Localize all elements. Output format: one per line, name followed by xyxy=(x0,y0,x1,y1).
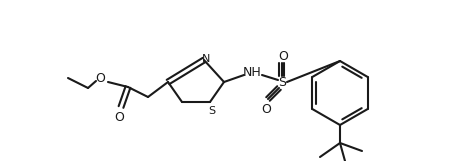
Text: O: O xyxy=(278,49,288,62)
Text: S: S xyxy=(208,106,215,116)
Text: NH: NH xyxy=(242,66,261,79)
Text: N: N xyxy=(201,54,210,64)
Text: O: O xyxy=(260,103,270,115)
Text: O: O xyxy=(114,110,124,123)
Text: O: O xyxy=(95,71,105,85)
Text: S: S xyxy=(278,76,286,89)
